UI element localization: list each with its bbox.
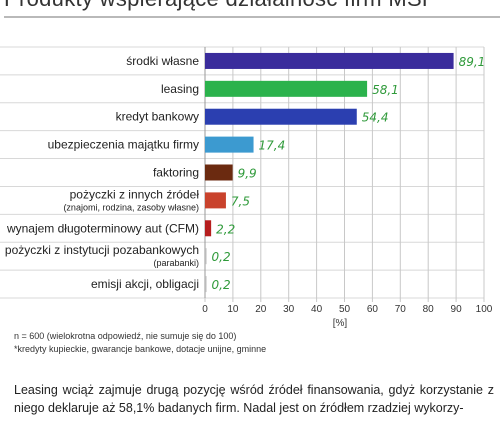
x-tick-label: 20 [255,304,267,315]
x-tick-label: 80 [423,304,435,315]
value-label: 58,1 [372,83,399,97]
x-tick-label: 40 [311,304,323,315]
category-label: pożyczki z instytucji pozabankowych [5,243,199,257]
bar [205,164,233,181]
bar [205,136,254,153]
value-label: 17,4 [259,139,286,153]
value-label: 89,1 [459,55,486,69]
bar [205,220,212,237]
x-tick-label: 100 [476,304,493,315]
category-sublabel: (parabanki) [153,258,199,268]
bar-chart: środki własne 89,1 leasing 58,1 kredyt banko… [0,46,493,329]
tick-layer: 0 10 20 30 40 50 60 70 80 90 100 [202,304,493,315]
bar [205,80,368,97]
x-tick-label: 0 [202,304,208,315]
body-paragraph: Leasing wciąż zajmuje drugą pozycję wśró… [14,383,494,415]
value-label: 2,2 [216,222,235,236]
footnote: *kredyty kupieckie, gwarancje bankowe, d… [14,344,267,354]
category-label: emisji akcji, obligacji [91,277,199,291]
x-tick-label: 30 [283,304,295,315]
x-axis-label: [%] [333,318,348,329]
bar-layer [205,52,454,293]
x-tick-label: 60 [367,304,379,315]
label-layer: środki własne 89,1 leasing 58,1 kredyt banko… [5,54,485,292]
sample-note: n = 600 (wielokrotna odpowiedź, nie sumu… [14,331,237,341]
category-label: pożyczki z innych źródeł [70,187,200,201]
category-sublabel: (znajomi, rodzina, zasoby własne) [63,202,199,212]
category-label: faktoring [153,166,199,180]
chart-notes: n = 600 (wielokrotna odpowiedź, nie sumu… [14,330,494,356]
x-tick-label: 50 [339,304,351,315]
category-label: ubezpieczenia majątku firmy [48,138,199,152]
bar [205,108,357,125]
category-label: środki własne [126,54,199,68]
value-label: 0,2 [212,250,231,264]
bar [205,276,207,293]
category-label: kredyt bankowy [116,110,199,124]
category-label: wynajem długoterminowy aut (CFM) [6,221,199,235]
category-label: leasing [161,82,199,96]
value-label: 9,9 [238,167,257,181]
bar [205,52,454,69]
x-tick-label: 10 [227,304,239,315]
value-label: 7,5 [231,194,250,208]
x-tick-label: 90 [451,304,463,315]
value-label: 54,4 [362,111,389,125]
value-label: 0,2 [212,278,231,292]
bar [205,248,207,265]
x-tick-label: 70 [395,304,407,315]
page-title: Produkty wspierające działalność firm MŚ… [4,0,500,12]
title-divider [4,16,500,18]
bar [205,192,226,209]
